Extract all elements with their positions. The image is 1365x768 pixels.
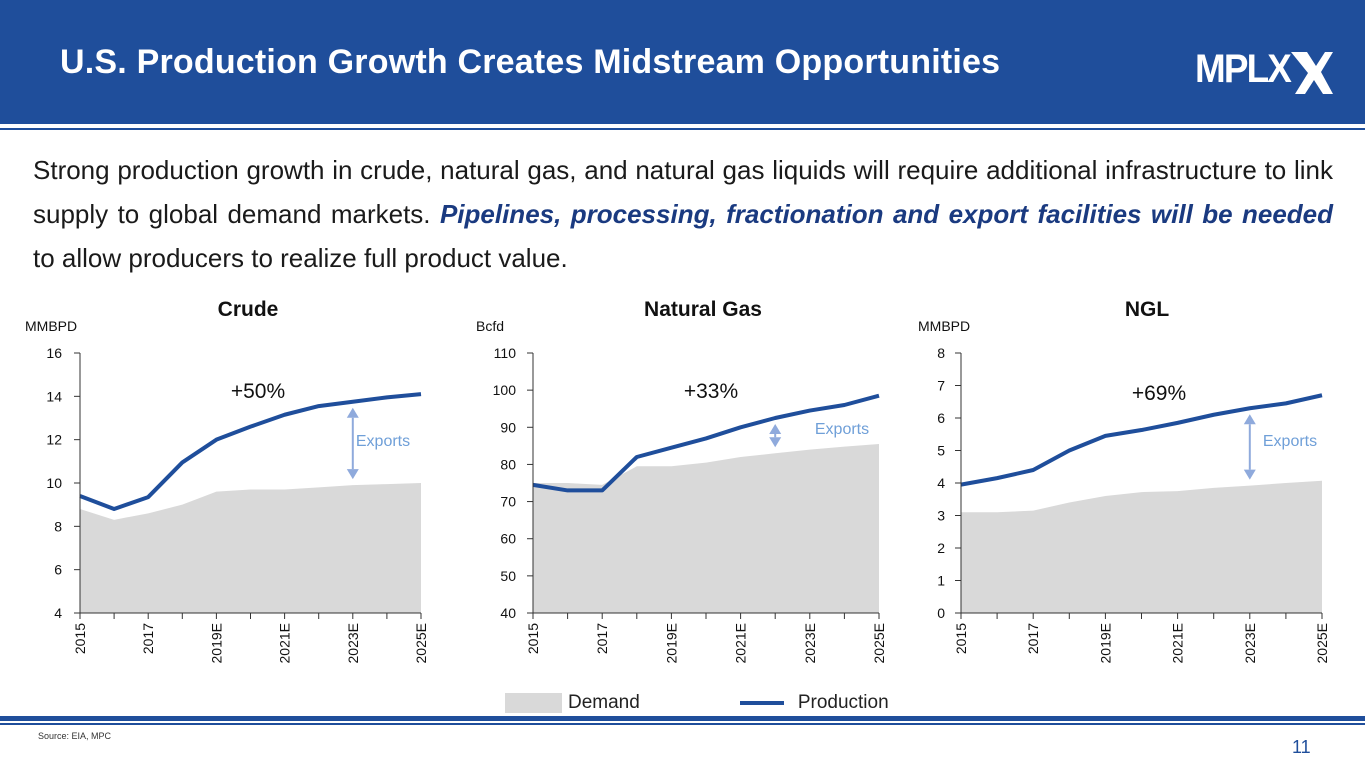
- page-title: U.S. Production Growth Creates Midstream…: [60, 43, 1001, 81]
- chart-legend: Demand Production: [505, 690, 989, 716]
- gas-x-tick-label: 2015: [525, 623, 541, 654]
- crude-x-tick-label: 2017: [140, 623, 156, 654]
- crude-y-tick-label: 6: [54, 562, 62, 578]
- ngl-y-tick-label: 1: [937, 573, 945, 589]
- intro-text-2: to allow producers to realize full produ…: [33, 243, 568, 273]
- crude-x-tick-label: 2023E: [345, 623, 361, 663]
- demand-swatch: [505, 693, 562, 713]
- crude-x-tick-label: 2025E: [413, 623, 429, 663]
- gas-growth-label: +33%: [684, 380, 738, 403]
- ngl-x-tick-label: 2025E: [1314, 623, 1330, 663]
- ngl-exports-arrow-head-down: [1243, 469, 1256, 480]
- ngl-exports-arrow-head-up: [1243, 414, 1256, 425]
- gas-y-tick-label: 40: [500, 605, 516, 621]
- crude-exports-arrow-head-up: [346, 407, 359, 418]
- ngl-exports-label: Exports: [1263, 433, 1317, 450]
- gas-unit-label: Bcfd: [476, 318, 504, 334]
- intro-emphasis: Pipelines, processing, fractionation and…: [439, 199, 1333, 229]
- crude-y-tick-label: 16: [46, 345, 62, 361]
- mplx-logo: MPLX: [1195, 47, 1333, 94]
- ngl-x-tick-label: 2023E: [1242, 623, 1258, 663]
- intro-text-1: Strong production growth in crude, natur…: [33, 155, 1333, 229]
- ngl-chart-title: NGL: [1125, 298, 1170, 321]
- gas-demand-area: [533, 444, 879, 613]
- crude-unit-label: MMBPD: [25, 318, 77, 334]
- ngl-y-tick-label: 4: [937, 475, 945, 491]
- ngl-x-tick-label: 2017: [1025, 623, 1041, 654]
- ngl-y-tick-label: 2: [937, 540, 945, 556]
- page-number: 11: [1292, 737, 1311, 757]
- crude-y-tick-label: 14: [46, 388, 62, 404]
- ngl-y-tick-label: 6: [937, 410, 945, 426]
- gas-exports-label: Exports: [815, 421, 869, 438]
- ngl-x-tick-label: 2015: [953, 623, 969, 654]
- crude-x-tick-label: 2015: [72, 623, 88, 654]
- crude-x-tick-label: 2021E: [277, 623, 293, 663]
- ngl-y-tick-label: 3: [937, 508, 945, 524]
- gas-y-tick-label: 80: [500, 456, 516, 472]
- ngl-unit-label: MMBPD: [918, 318, 970, 334]
- crude-exports-label: Exports: [356, 433, 410, 450]
- legend-demand: Demand: [505, 692, 640, 714]
- crude-demand-area: [80, 483, 421, 613]
- ngl-x-tick-label: 2019E: [1097, 623, 1113, 663]
- intro-paragraph: Strong production growth in crude, natur…: [33, 148, 1333, 280]
- crude-growth-label: +50%: [231, 380, 285, 403]
- logo-text: MPLX: [1195, 47, 1292, 91]
- ngl-x-tick-label: 2021E: [1170, 623, 1186, 663]
- crude-y-tick-label: 8: [54, 518, 62, 534]
- logo-x-shape: [1291, 52, 1333, 94]
- gas-x-tick-label: 2019E: [663, 623, 679, 663]
- gas-exports-arrow-head-up: [769, 424, 782, 434]
- footer-bar-thin: [0, 723, 1365, 725]
- crude-y-tick-label: 10: [46, 475, 62, 491]
- gas-x-tick-label: 2023E: [802, 623, 818, 663]
- gas-y-tick-label: 90: [500, 419, 516, 435]
- gas-y-tick-label: 110: [494, 345, 517, 361]
- crude-y-tick-label: 4: [54, 605, 62, 621]
- gas-x-tick-label: 2021E: [733, 623, 749, 663]
- gas-x-tick-label: 2017: [594, 623, 610, 654]
- gas-y-tick-label: 50: [500, 568, 516, 584]
- ngl-growth-label: +69%: [1132, 382, 1186, 405]
- crude-chart-title: Crude: [218, 298, 279, 321]
- ngl-y-tick-label: 8: [937, 345, 945, 361]
- gas-y-tick-label: 100: [493, 382, 517, 398]
- production-swatch: [739, 701, 784, 705]
- legend-demand-label: Demand: [568, 692, 640, 713]
- ngl-y-tick-label: 5: [937, 443, 945, 459]
- ngl-demand-area: [961, 480, 1322, 613]
- footer-bar: [0, 716, 1365, 721]
- header-divider: [0, 124, 1365, 128]
- gas-exports-arrow-head-down: [769, 437, 782, 448]
- crude-y-tick-label: 12: [46, 432, 62, 448]
- header-bar: [0, 0, 1365, 124]
- gas-chart-title: Natural Gas: [644, 298, 762, 321]
- source-note: Source: EIA, MPC: [38, 731, 112, 741]
- mplx-logo-mark: MPLX: [1195, 47, 1333, 94]
- gas-y-tick-label: 70: [500, 494, 516, 510]
- crude-exports-arrow-head-down: [346, 469, 359, 480]
- crude-x-tick-label: 2019E: [208, 623, 224, 663]
- gas-x-tick-label: 2025E: [871, 623, 887, 663]
- ngl-y-tick-label: 0: [937, 605, 945, 621]
- gas-y-tick-label: 60: [500, 531, 516, 547]
- ngl-y-tick-label: 7: [937, 378, 945, 394]
- header-divider-rule: [0, 128, 1365, 130]
- legend-production: Production: [739, 692, 889, 714]
- legend-production-label: Production: [797, 692, 889, 713]
